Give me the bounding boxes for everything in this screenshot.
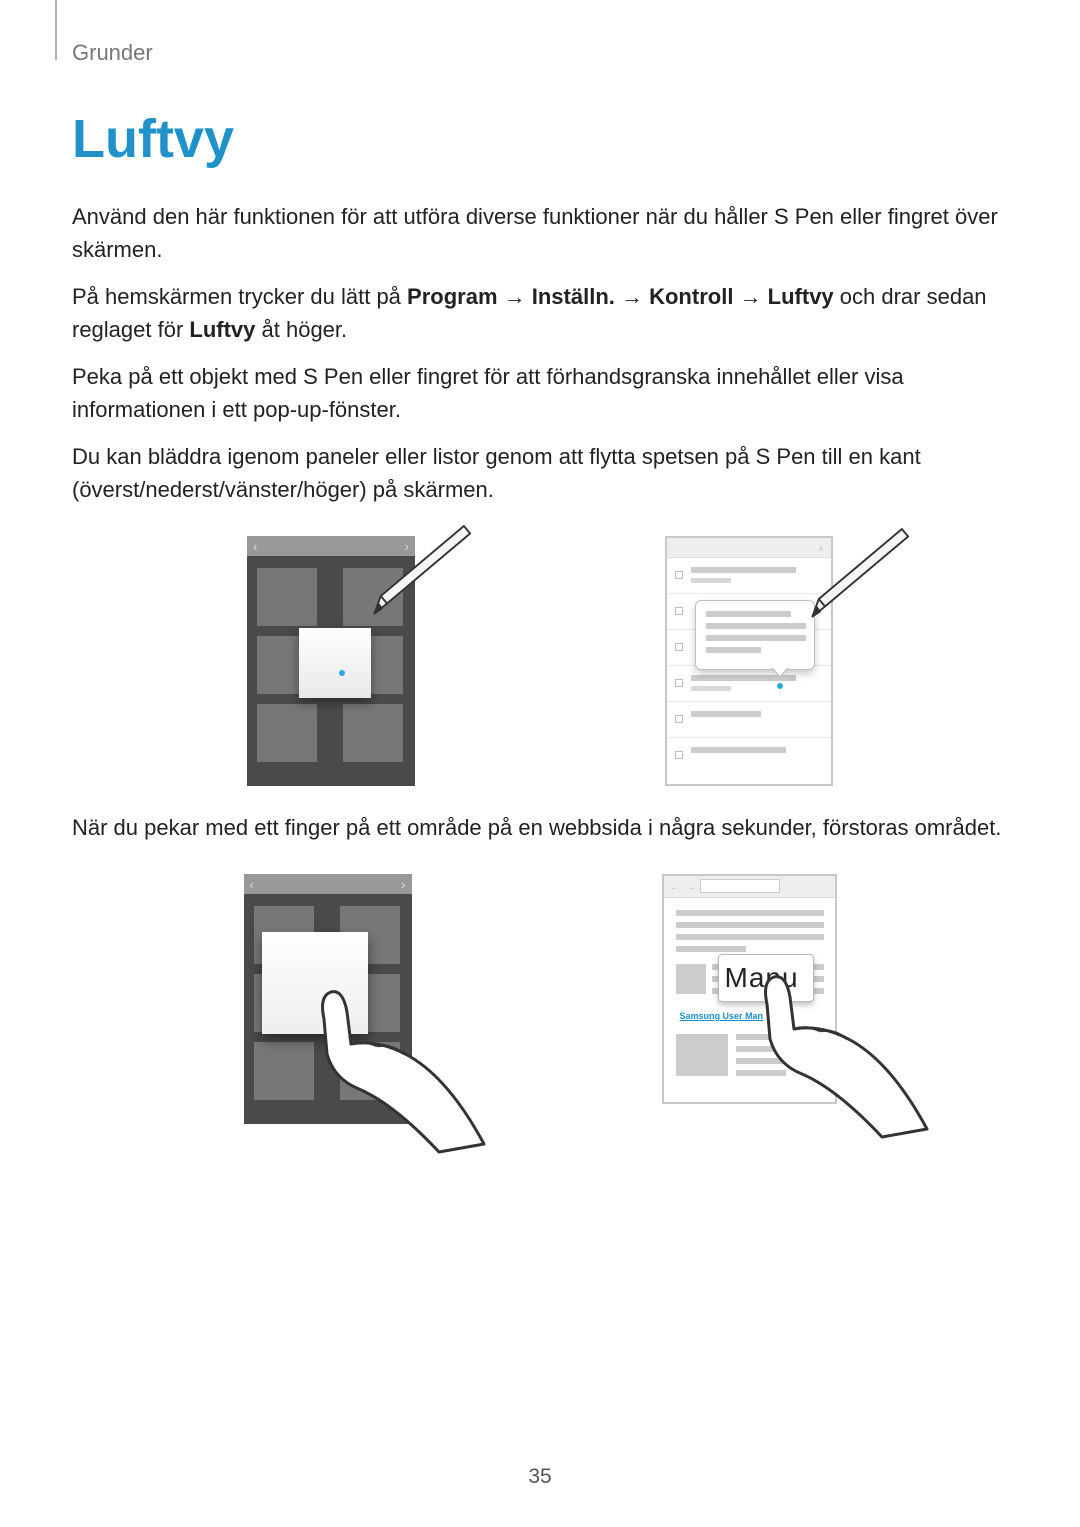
- list-item: [667, 702, 831, 738]
- p2-installn: Inställn.: [532, 284, 615, 309]
- tile: [257, 568, 317, 626]
- checkbox-icon: [675, 607, 683, 615]
- checkbox-icon: [675, 571, 683, 579]
- checkbox-icon: [675, 643, 683, 651]
- image-block: [676, 1034, 728, 1076]
- tile-popup: [299, 628, 371, 698]
- p2-luftvy-2: Luftvy: [189, 317, 255, 342]
- p2-luftvy-1: Luftvy: [768, 284, 834, 309]
- checkbox-icon: [675, 751, 683, 759]
- hover-dot-icon: [777, 683, 783, 689]
- text-line: [706, 635, 806, 641]
- paragraph-3: Peka på ett objekt med S Pen eller fingr…: [72, 360, 1008, 426]
- page-number: 35: [528, 1465, 551, 1489]
- text-line: [706, 647, 761, 653]
- checkbox-icon: [675, 715, 683, 723]
- list-item: [667, 666, 831, 702]
- figure-list-spen-popup: ›: [665, 536, 833, 786]
- spen-icon: [765, 524, 945, 624]
- p2-arrow-3: →: [733, 284, 767, 309]
- text-line: [676, 946, 746, 952]
- text-line: [676, 910, 824, 916]
- image-block: [676, 964, 706, 994]
- paragraph-5: När du pekar med ett finger på ett områd…: [72, 811, 1008, 844]
- figures-row-1: ‹ ›: [72, 536, 1008, 786]
- tile: [257, 704, 317, 762]
- web-topbar: ← →: [664, 876, 835, 898]
- tile: [343, 704, 403, 762]
- figure-phone-finger-tiles: ‹ ›: [244, 874, 412, 1124]
- text-line: [676, 922, 824, 928]
- list-item: [667, 738, 831, 774]
- text-line: [691, 711, 761, 717]
- chevron-left-icon: ‹: [253, 539, 257, 554]
- p2-arrow-2: →: [615, 284, 649, 309]
- p2-program: Program: [407, 284, 497, 309]
- page-border-decoration: [55, 0, 57, 60]
- hover-dot-icon: [339, 670, 345, 676]
- paragraph-2: På hemskärmen trycker du lätt på Program…: [72, 280, 1008, 346]
- p2-arrow-1: →: [498, 284, 532, 309]
- nav-arrows-icon: ← →: [670, 882, 700, 892]
- text-line: [691, 578, 731, 583]
- url-box: [700, 879, 780, 893]
- text-line: [691, 747, 786, 753]
- p2-post2: åt höger.: [255, 317, 347, 342]
- spen-icon: [327, 521, 507, 621]
- checkbox-icon: [675, 679, 683, 687]
- hand-icon: [732, 969, 942, 1139]
- figures-row-2: ‹ › ← →: [72, 874, 1008, 1124]
- text-line: [676, 934, 824, 940]
- page-content: Luftvy Använd den här funktionen för att…: [72, 108, 1008, 1149]
- header-section-label: Grunder: [72, 40, 153, 66]
- figure-webpage-magnifier: ← → Samsung User Man Manu: [662, 874, 837, 1124]
- p2-kontroll: Kontroll: [649, 284, 733, 309]
- chevron-right-icon: ›: [401, 877, 405, 892]
- hand-icon: [289, 984, 499, 1154]
- paragraph-1: Använd den här funktionen för att utföra…: [72, 200, 1008, 266]
- paragraph-4: Du kan bläddra igenom paneler eller list…: [72, 440, 1008, 506]
- text-line: [691, 686, 731, 691]
- chevron-left-icon: ‹: [250, 877, 254, 892]
- p2-text: På hemskärmen trycker du lätt på: [72, 284, 407, 309]
- page-title: Luftvy: [72, 108, 1008, 170]
- phone3-topbar: ‹ ›: [244, 874, 412, 894]
- figure-phone-spen-tiles: ‹ ›: [247, 536, 415, 786]
